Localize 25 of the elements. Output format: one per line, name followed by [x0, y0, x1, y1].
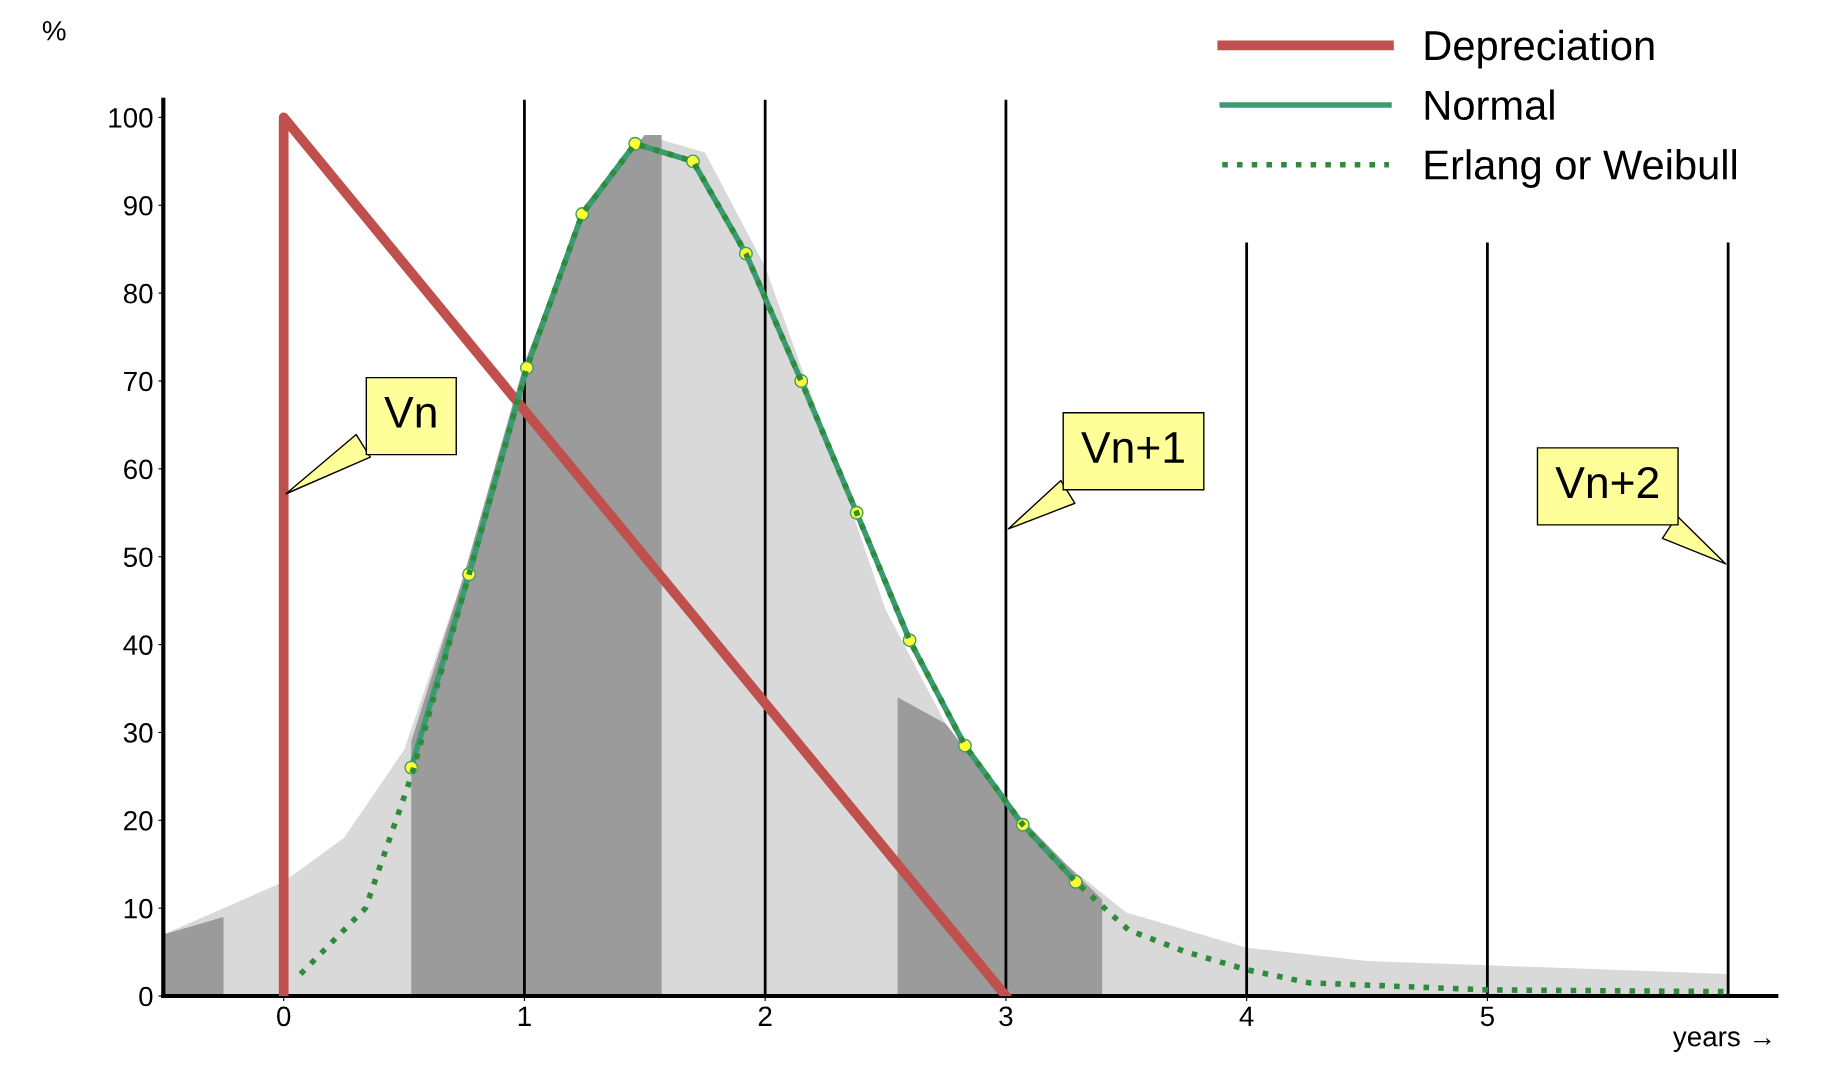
y-tick-label: 10 — [124, 898, 153, 919]
y-tick-label: 90 — [124, 195, 153, 216]
x-tick-label: 1 — [518, 1006, 531, 1026]
legend-label: Depreciation — [1425, 29, 1654, 69]
y-tick-label: 50 — [123, 547, 153, 568]
y-axis-title: % — [42, 21, 66, 41]
y-tick-label: 20 — [124, 810, 153, 831]
y-tick-label: 0 — [139, 986, 153, 1007]
x-tick-label: 0 — [277, 1006, 291, 1027]
y-tick-label: 60 — [124, 459, 153, 480]
x-tick-label: 3 — [999, 1006, 1013, 1027]
legend-label: Normal — [1425, 89, 1554, 121]
y-tick-label: 70 — [124, 371, 153, 392]
legend-label: Erlang or Weibull — [1425, 149, 1737, 188]
x-tick-label: 2 — [758, 1006, 772, 1026]
x-axis-title: years → — [1672, 1031, 1771, 1052]
annotation: Vn+1 — [1081, 432, 1184, 463]
y-tick-label: 100 — [109, 108, 153, 128]
x-tick-label: 4 — [1239, 1006, 1254, 1026]
x-tick-label: 5 — [1480, 1006, 1494, 1027]
y-tick-label: 30 — [123, 723, 153, 743]
annotation: Vn+2 — [1555, 466, 1659, 498]
y-tick-label: 80 — [123, 283, 153, 304]
annotation: Vn — [384, 397, 436, 428]
y-tick-label: 40 — [123, 635, 153, 655]
